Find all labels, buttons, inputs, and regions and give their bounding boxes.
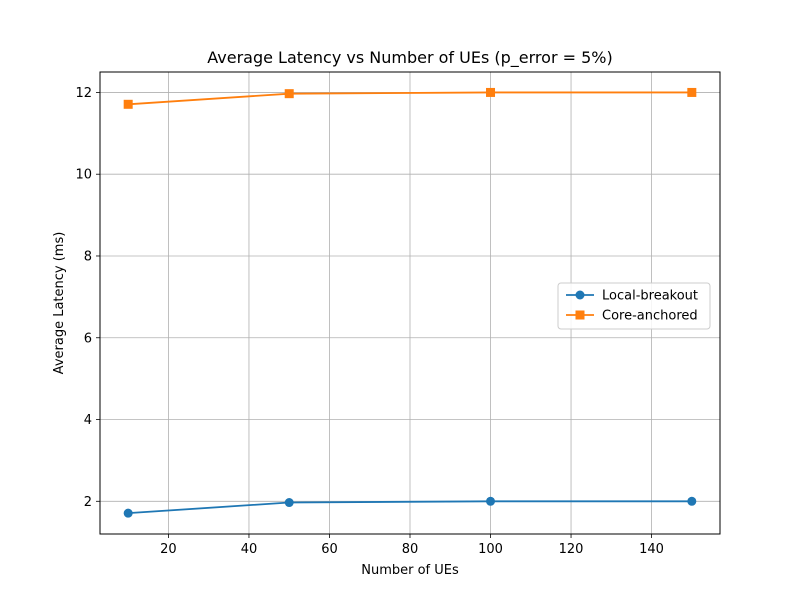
y-tick-label: 10: [75, 168, 92, 183]
legend-item-local-breakout: Local-breakout: [566, 289, 698, 304]
legend-item-core-anchored: Core-anchored: [566, 309, 698, 324]
y-tick-label: 8: [84, 249, 92, 264]
y-tick-label: 12: [75, 86, 92, 101]
data-point: [284, 498, 294, 508]
legend-label: Core-anchored: [602, 309, 698, 324]
axis-ticks: 20 40 60 80 100 120 140 2 4 6 8 10 12: [75, 86, 664, 557]
legend-label: Local-breakout: [602, 289, 698, 304]
data-point: [687, 87, 697, 97]
series-line-core-anchored: [128, 91, 692, 106]
legend: Local-breakout Core-anchored: [557, 282, 711, 330]
x-tick-label: 60: [321, 542, 338, 557]
x-tick-label: 20: [160, 542, 177, 557]
data-point: [123, 99, 133, 109]
x-tick-label: 40: [241, 542, 258, 557]
grid-lines: [100, 72, 720, 534]
x-tick-label: 100: [478, 542, 503, 557]
x-axis-label: Number of UEs: [361, 563, 459, 578]
data-point: [486, 87, 496, 97]
x-tick-label: 140: [639, 542, 664, 557]
series-core-anchored: [123, 87, 697, 109]
legend-box: [557, 282, 711, 330]
series-layer: [123, 87, 697, 518]
data-point: [486, 496, 496, 506]
data-point: [123, 508, 133, 518]
y-tick-label: 6: [84, 331, 92, 346]
series-line-local-breakout: [128, 500, 692, 515]
x-tick-label: 80: [402, 542, 419, 557]
y-tick-label: 4: [84, 413, 92, 428]
legend-marker: [575, 310, 585, 320]
data-point: [687, 496, 697, 506]
y-axis-label: Average Latency (ms): [52, 232, 67, 375]
y-tick-label: 2: [84, 495, 92, 510]
series-local-breakout: [123, 496, 697, 518]
legend-marker: [575, 290, 585, 300]
x-tick-label: 120: [559, 542, 584, 557]
data-point: [284, 89, 294, 99]
chart-title: Average Latency vs Number of UEs (p_erro…: [207, 48, 612, 68]
